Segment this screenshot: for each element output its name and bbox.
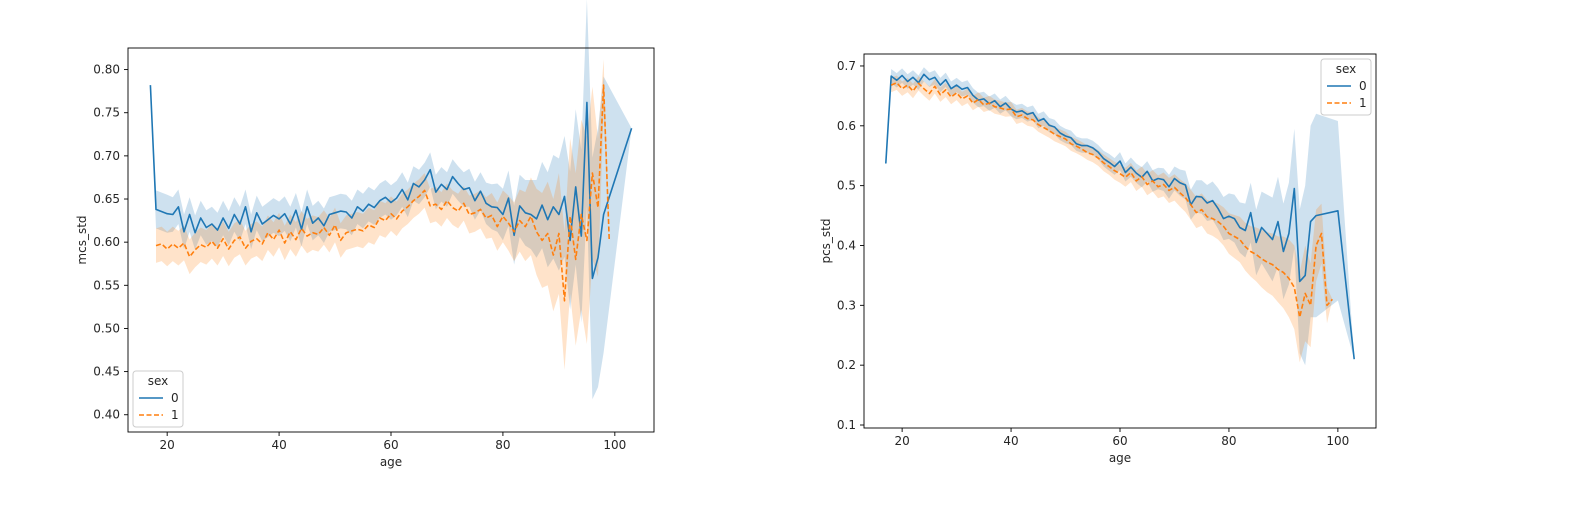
y-tick-label: 0.4 — [837, 238, 856, 252]
x-tick-label: 100 — [603, 438, 626, 452]
x-tick-label: 20 — [160, 438, 175, 452]
y-tick-label: 0.70 — [93, 149, 120, 163]
y-tick-label: 0.3 — [837, 298, 856, 312]
x-tick-label: 80 — [1221, 434, 1236, 448]
x-axis-label: age — [1109, 451, 1131, 465]
y-tick-label: 0.7 — [837, 59, 856, 73]
ci-band-series-1 — [156, 59, 610, 370]
y-tick-label: 0.65 — [93, 192, 120, 206]
y-tick-label: 0.55 — [93, 278, 120, 292]
y-tick-label: 0.1 — [837, 418, 856, 432]
x-tick-label: 80 — [495, 438, 510, 452]
legend-entry-0: 0 — [171, 391, 179, 405]
chart-panel-2: 20 40 60 80 100 0.1 0.2 0.3 0.4 0.5 0.6 0.7 age pcs_s… — [819, 53, 1377, 465]
chart-panel-1: 20 40 60 80 100 0.40 0.45 0.50 0.55 0.60 0.65 0.70 0… — [75, 0, 655, 469]
legend-title: sex — [1336, 62, 1357, 76]
series-line-0 — [149, 85, 633, 280]
series-line-0 — [885, 73, 1355, 360]
legend-title: sex — [148, 374, 169, 388]
y-tick-label: 0.80 — [93, 63, 120, 77]
y-tick-label: 0.40 — [93, 408, 120, 422]
x-axis-label: age — [380, 455, 402, 469]
legend-box — [1320, 58, 1372, 116]
x-tick-label: 60 — [1112, 434, 1127, 448]
y-axis-label: mcs_std — [75, 215, 89, 264]
ci-band-series-0 — [150, 0, 632, 400]
x-tick-label: 40 — [271, 438, 286, 452]
y-tick-label: 0.50 — [93, 321, 120, 335]
legend-entry-1: 1 — [1359, 96, 1367, 110]
ci-band-series-0 — [885, 67, 1355, 366]
x-tick-label: 40 — [1003, 434, 1018, 448]
y-tick-label: 0.60 — [93, 235, 120, 249]
series-line-1 — [155, 84, 610, 302]
x-tick-label: 20 — [894, 434, 909, 448]
y-tick-label: 0.5 — [837, 179, 856, 193]
x-tick-label: 60 — [383, 438, 398, 452]
y-tick-label: 0.6 — [837, 119, 856, 133]
legend-entry-0: 0 — [1359, 79, 1367, 93]
x-tick-label: 100 — [1326, 434, 1349, 448]
y-axis-label: pcs_std — [819, 218, 833, 263]
legend-box — [132, 370, 184, 428]
series-line-1 — [890, 81, 1333, 319]
y-tick-label: 0.75 — [93, 106, 120, 120]
y-tick-label: 0.45 — [93, 365, 120, 379]
legend-entry-1: 1 — [171, 408, 179, 422]
y-tick-label: 0.2 — [837, 358, 856, 372]
